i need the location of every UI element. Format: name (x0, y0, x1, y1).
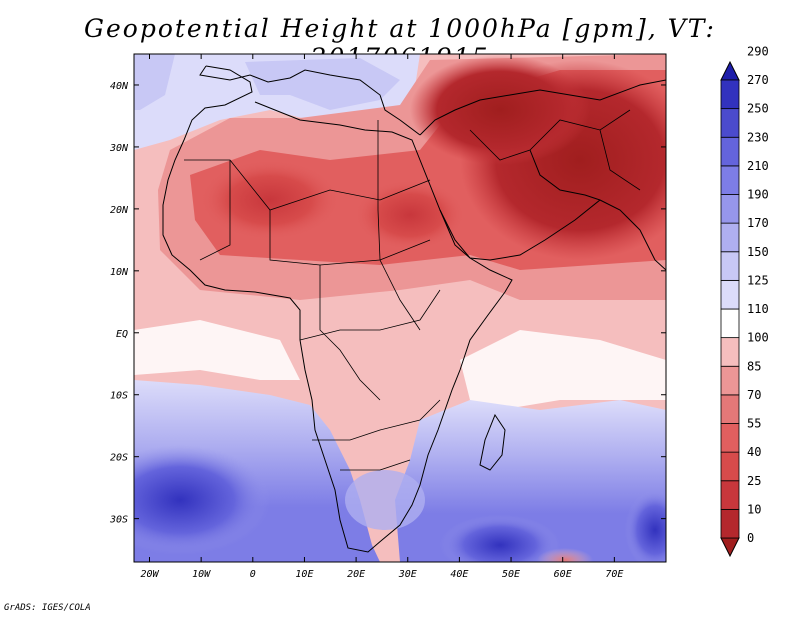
colorbar-label: 150 (747, 245, 769, 259)
colorbar-label: 270 (747, 73, 769, 87)
lat-tick-label: 10S (110, 391, 128, 402)
colorbar-extend-low (720, 537, 740, 558)
border-line (299, 289, 441, 341)
colorbar-label: 290 (747, 44, 769, 58)
credit-text: GrADS: IGES/COLA (4, 603, 91, 613)
axes: 20W 10W 0 10E 20E 30E 40E 50E 60E 70E 40N 30N 20N 10N… (109, 54, 666, 580)
africa-coastline (162, 65, 513, 553)
coastlines (162, 65, 666, 553)
field-atlantic-blue (134, 54, 175, 110)
colorbar-swatch (720, 480, 740, 510)
colorbar-label: 125 (747, 273, 769, 287)
border-line (469, 109, 631, 161)
border-line (312, 399, 441, 441)
lat-tick-label: 30N (109, 143, 129, 154)
lon-tick-label: 50E (502, 569, 520, 580)
colorbar-label: 10 (747, 502, 761, 516)
colorbar-swatch (720, 451, 740, 482)
colorbar-label: 0 (747, 531, 754, 545)
country-borders (184, 109, 641, 471)
colorbar-swatch (720, 365, 740, 396)
colorbar-swatch (720, 337, 740, 367)
plot-area (134, 54, 666, 562)
lon-tick-label: 20W (140, 569, 159, 580)
field-pink-spot (537, 548, 593, 562)
colorbar-label: 190 (747, 188, 769, 202)
lon-tick-label: 0 (250, 569, 256, 580)
colorbar-label: 70 (747, 388, 761, 402)
lat-tick-label: EQ (116, 329, 128, 340)
colorbar-swatch (720, 136, 740, 167)
field-sahara-hot (200, 160, 340, 240)
field-east-low (625, 490, 666, 562)
gulf-coastline (529, 149, 601, 201)
border-line (184, 159, 431, 211)
lon-tick-label: 10W (192, 569, 211, 580)
asia-coastline (419, 79, 666, 136)
lon-tick-label: 30E (398, 569, 417, 580)
colorbar-label: 25 (747, 474, 761, 488)
lat-tick-label: 30S (109, 515, 128, 526)
lon-tick-label: 40E (450, 569, 468, 580)
border-line (340, 459, 411, 471)
colorbar-label: 85 (747, 359, 761, 373)
colorbar: 0 10 25 40 55 70 85 100 110 125 150 170 190 210 230 250… (720, 44, 769, 558)
field-atlantic-low (134, 445, 270, 555)
lat-tick-label: 20N (110, 205, 129, 216)
colorbar-label: 55 (747, 417, 761, 431)
colorbar-swatch (720, 394, 740, 424)
field-mediterranean-blue (245, 58, 400, 110)
field-indian-white (460, 330, 666, 410)
colorbar-label: 230 (747, 130, 769, 144)
colorbar-label: 170 (747, 216, 769, 230)
colorbar-swatch (720, 423, 740, 453)
field-persia-hot (410, 55, 590, 165)
colorbar-label: 100 (747, 331, 769, 345)
border-line (377, 120, 421, 331)
colorbar-swatch (720, 308, 740, 339)
colorbar-swatch (720, 279, 740, 310)
colorbar-swatch (720, 79, 740, 110)
colorbar-label: 250 (747, 102, 769, 116)
plot-frame (133, 53, 667, 563)
madagascar-coastline (479, 413, 506, 471)
field-south-africa-blue (345, 470, 425, 530)
colorbar-label: 110 (747, 302, 769, 316)
colorbar-extend-high (720, 60, 740, 81)
colorbar-swatch (720, 165, 740, 195)
colorbar-swatch (720, 194, 740, 224)
colorbar-swatch (720, 108, 740, 138)
lon-tick-label: 60E (554, 569, 572, 580)
colorbar-swatch (720, 508, 740, 539)
colorbar-swatch (720, 251, 740, 281)
lon-tick-label: 10E (295, 569, 313, 580)
lat-tick-label: 10N (110, 267, 129, 278)
border-line (199, 160, 231, 261)
lat-tick-label: 40N (110, 81, 129, 92)
colorbar-swatch (720, 222, 740, 253)
lat-tick-label: 20S (110, 453, 128, 464)
lon-tick-label: 70E (605, 569, 623, 580)
mediterranean-coastline (199, 65, 421, 136)
field-equator-white (134, 320, 300, 380)
field-sudan-hot (355, 180, 465, 250)
colorbar-label: 40 (747, 445, 761, 459)
field-indian-low (440, 515, 560, 562)
arabia-coastline (439, 199, 666, 271)
lon-tick-label: 20E (347, 569, 365, 580)
colorbar-label: 210 (747, 159, 769, 173)
border-line (599, 129, 641, 191)
border-line (319, 265, 381, 401)
